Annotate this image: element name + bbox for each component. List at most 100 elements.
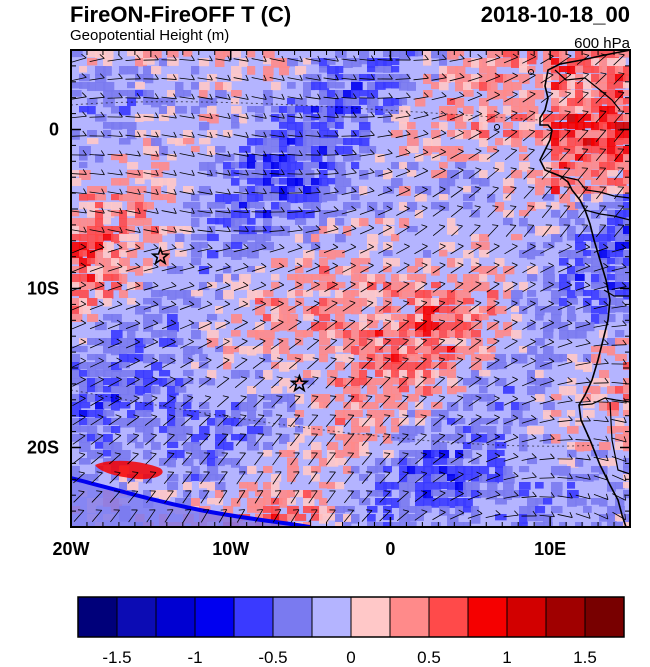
- field-cell: [295, 186, 306, 193]
- field-cell: [207, 474, 219, 481]
- wind-barb: [161, 169, 177, 176]
- field-cell: [103, 98, 115, 108]
- field-cell: [615, 50, 625, 57]
- field-cell: [95, 218, 104, 227]
- colorbar-label: -0.5: [258, 648, 287, 667]
- field-cell: [319, 130, 328, 139]
- field-cell: [575, 106, 586, 114]
- wind-barb: [593, 377, 609, 384]
- field-cell: [335, 306, 344, 316]
- field-cell: [271, 482, 280, 491]
- wind-barb: [287, 112, 303, 119]
- wind-barb: [251, 74, 267, 81]
- field-cell: [151, 314, 163, 324]
- field-cell: [495, 90, 507, 99]
- field-cell: [279, 162, 291, 172]
- wind-barb: [181, 452, 193, 465]
- field-cell: [479, 474, 489, 483]
- wind-barb: [71, 92, 87, 100]
- field-cell: [447, 98, 456, 105]
- wind-barb: [272, 452, 282, 466]
- field-cell: [199, 90, 208, 99]
- field-cell: [87, 418, 97, 426]
- field-cell: [119, 450, 131, 459]
- field-cell: [439, 122, 448, 131]
- wind-barb: [342, 281, 356, 293]
- field-cell: [399, 522, 410, 527]
- field-cell: [327, 458, 339, 467]
- wind-barb: [450, 205, 464, 218]
- field-cell: [487, 146, 497, 153]
- wind-barb: [197, 207, 213, 214]
- field-cell: [215, 90, 227, 99]
- field-cell: [399, 362, 408, 371]
- field-cell: [127, 386, 139, 395]
- field-cell: [239, 162, 249, 169]
- field-cell: [111, 386, 120, 394]
- field-cell: [623, 522, 630, 527]
- field-cell: [127, 298, 136, 305]
- field-cell: [583, 170, 593, 180]
- field-cell: [287, 474, 296, 482]
- field-cell: [263, 162, 275, 170]
- wind-barb: [522, 243, 536, 254]
- field-cell: [615, 122, 625, 131]
- field-cell: [327, 482, 337, 489]
- field-cell: [623, 394, 630, 401]
- colorbar-swatch: [116, 596, 157, 638]
- field-cell: [447, 466, 458, 476]
- field-cell: [599, 226, 610, 235]
- field-cell: [487, 450, 498, 459]
- field-cell: [127, 354, 136, 363]
- field-cell: [279, 306, 291, 315]
- field-cell: [183, 50, 193, 57]
- field-cell: [271, 490, 280, 497]
- wind-barb: [503, 472, 519, 481]
- field-cell: [399, 498, 410, 507]
- field-cell: [111, 274, 122, 281]
- wind-barb: [236, 490, 246, 504]
- field-cell: [263, 442, 274, 450]
- field-cell: [151, 418, 161, 427]
- field-cell: [343, 386, 353, 395]
- field-cell: [551, 146, 563, 156]
- field-cell: [511, 130, 523, 140]
- field-cell: [383, 98, 394, 108]
- field-cell: [415, 330, 424, 337]
- wind-barb: [486, 357, 500, 369]
- field-cell: [495, 434, 505, 441]
- field-cell: [159, 162, 170, 171]
- wind-barb: [71, 300, 87, 311]
- wind-barb: [341, 243, 357, 254]
- field-cell: [527, 506, 538, 514]
- field-cell: [119, 194, 128, 202]
- wind-barb: [395, 73, 411, 80]
- field-cell: [207, 330, 219, 339]
- field-cell: [87, 450, 96, 460]
- wind-barb: [359, 224, 375, 235]
- field-cell: [615, 210, 627, 219]
- field-cell: [343, 58, 353, 68]
- field-cell: [335, 178, 344, 187]
- wind-barb: [288, 338, 302, 350]
- field-cell: [103, 202, 112, 210]
- wind-barb: [289, 414, 301, 427]
- field-cell: [447, 274, 458, 283]
- field-cell: [103, 298, 112, 307]
- wind-barb: [432, 243, 446, 255]
- wind-barb: [233, 300, 249, 311]
- field-cell: [583, 162, 592, 172]
- field-cell: [439, 362, 450, 370]
- field-cell: [263, 90, 273, 100]
- field-cell: [479, 394, 491, 402]
- field-cell: [327, 346, 336, 354]
- field-cell: [167, 394, 177, 403]
- field-cell: [567, 290, 577, 300]
- field-cell: [279, 186, 289, 195]
- field-cell: [583, 66, 595, 73]
- field-cell: [503, 282, 514, 292]
- field-cell: [343, 290, 355, 300]
- country-border: [554, 69, 621, 111]
- field-cell: [103, 50, 114, 60]
- wind-barb: [126, 357, 140, 368]
